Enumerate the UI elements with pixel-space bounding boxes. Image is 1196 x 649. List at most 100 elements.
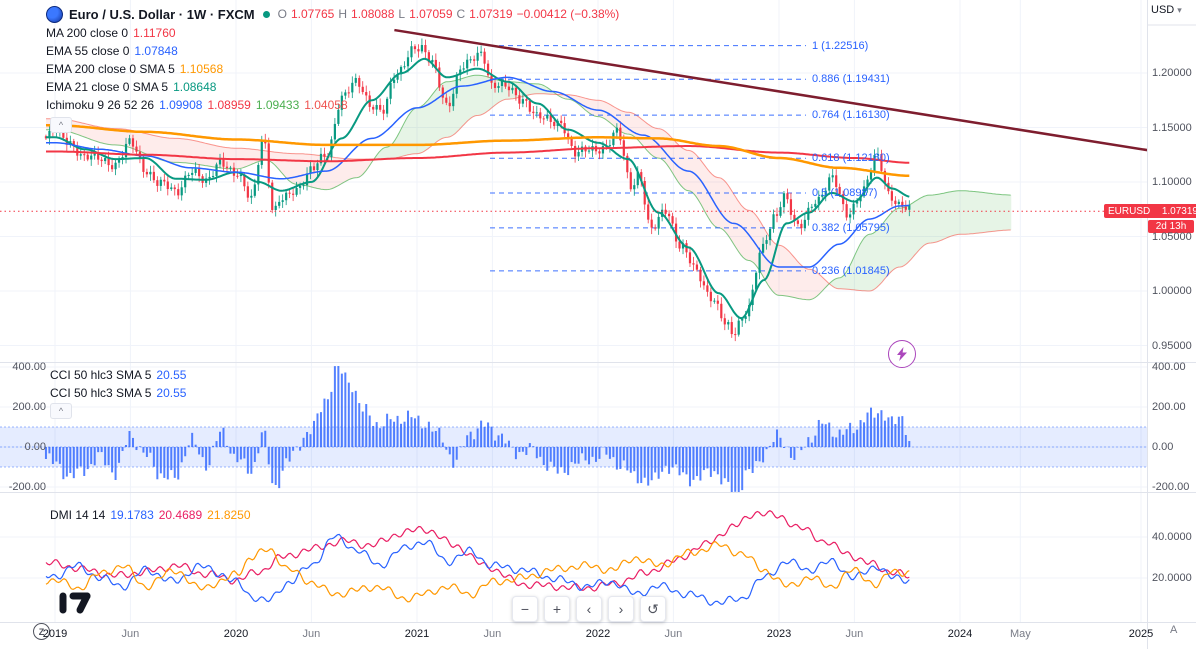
- price-axis-tick: 1.05000: [1152, 230, 1192, 243]
- legend-ema200-label: EMA 200 close 0 SMA 5: [46, 62, 175, 76]
- collapse-cci-legend-button[interactable]: ^: [50, 403, 72, 419]
- legend-cci-2-value: 20.55: [156, 386, 187, 400]
- zoom-in-button[interactable]: +: [544, 596, 570, 622]
- collapse-legend-button[interactable]: ^: [50, 117, 72, 133]
- legend-ema200-value: 1.10568: [179, 62, 224, 76]
- time-axis-tick: 2022: [585, 628, 611, 640]
- symbol-header[interactable]: Euro / U.S. Dollar · 1W · FXCM O 1.07765…: [46, 5, 619, 23]
- fib-level-label: 0.618 (1.12180): [812, 152, 890, 165]
- legend-ema21-label: EMA 21 close 0 SMA 5: [46, 80, 169, 94]
- cci-axis-tick-left: 200.00: [12, 401, 46, 413]
- symbol-icon: [46, 5, 63, 23]
- legend-cci-1-label: CCI 50 hlc3 SMA 5: [50, 368, 152, 382]
- fib-level-label: 1 (1.22516): [812, 39, 869, 52]
- scroll-left-button[interactable]: ‹: [576, 596, 602, 622]
- legend-ema200[interactable]: EMA 200 close 0 SMA 5 1.10568: [46, 61, 223, 77]
- cci-axis-tick-left: 400.00: [12, 361, 46, 373]
- zoom-out-button[interactable]: −: [512, 596, 538, 622]
- cci-axis-tick: 0.00: [1152, 441, 1174, 453]
- dmi-axis-tick: 20.0000: [1152, 572, 1192, 584]
- legend-cci-2-label: CCI 50 hlc3 SMA 5: [50, 386, 152, 400]
- timezone-button[interactable]: Z: [33, 623, 50, 640]
- legend-cci-1[interactable]: CCI 50 hlc3 SMA 5 20.55: [50, 367, 186, 383]
- legend-dmi-label: DMI 14 14: [50, 508, 106, 522]
- ohlc-values: O 1.07765 H 1.08088 L 1.07059 C 1.07319 …: [278, 7, 620, 21]
- time-axis-tick: 2025: [1128, 628, 1154, 640]
- time-axis-tick: Jun: [845, 628, 864, 640]
- chevron-down-icon: ▾: [1177, 4, 1182, 15]
- time-axis-tick: 2024: [947, 628, 973, 640]
- price-axis-tick: 1.20000: [1152, 67, 1192, 79]
- legend-ichimoku[interactable]: Ichimoku 9 26 52 26 1.09908 1.08959 1.09…: [46, 97, 348, 113]
- tradingview-logo[interactable]: [56, 589, 96, 620]
- auto-scale-button[interactable]: A: [1170, 624, 1177, 636]
- fib-level-label: 0.886 (1.19431): [812, 73, 890, 86]
- legend-ema55[interactable]: EMA 55 close 0 1.07848: [46, 43, 178, 59]
- legend-dmi[interactable]: DMI 14 14 19.1783 20.4689 21.8250: [50, 507, 251, 523]
- last-price-symbol: EURUSD: [1108, 205, 1151, 217]
- legend-ema21[interactable]: EMA 21 close 0 SMA 5 1.08648: [46, 79, 216, 95]
- legend-dmi-value-2: 20.4689: [158, 508, 203, 522]
- legend-cci-2[interactable]: CCI 50 hlc3 SMA 5 20.55: [50, 385, 186, 401]
- currency-label: USD: [1151, 4, 1175, 16]
- low-value: 1.07059: [409, 7, 453, 21]
- tradingview-logo-icon: [59, 592, 91, 614]
- cci-axis-tick: 400.00: [1152, 361, 1186, 373]
- legend-ichimoku-value-1: 1.09908: [159, 98, 203, 112]
- legend-ma200-value: 1.11760: [133, 26, 176, 40]
- legend-ma200[interactable]: MA 200 close 0 1.11760: [46, 25, 176, 41]
- price-axis-tick: 0.95000: [1152, 339, 1192, 352]
- scroll-right-button[interactable]: ›: [608, 596, 634, 622]
- open-value: 1.07765: [290, 7, 335, 21]
- legend-ma200-label: MA 200 close 0: [46, 26, 129, 40]
- low-label: L: [398, 7, 406, 21]
- time-axis-tick: May: [1009, 628, 1031, 640]
- chart-navigation: − + ‹ › ↺: [512, 596, 666, 622]
- time-axis-tick: Jun: [664, 628, 683, 640]
- auto-scale-label: A: [1170, 624, 1178, 636]
- legend-ichimoku-value-4: 1.04058: [304, 98, 348, 112]
- lightning-icon: [897, 347, 907, 361]
- last-price-badge: EURUSD 1.07319: [1104, 204, 1196, 218]
- legend-ichimoku-label: Ichimoku 9 26 52 26: [46, 98, 155, 112]
- bar-countdown-value: 2d 13h: [1155, 221, 1187, 232]
- high-value: 1.08088: [351, 7, 395, 21]
- price-axis-tick: 1.10000: [1152, 176, 1192, 188]
- currency-selector[interactable]: USD ▾: [1151, 4, 1182, 16]
- legend-dmi-value-1: 19.1783: [110, 508, 154, 522]
- cci-axis-tick-left: 0.00: [24, 441, 46, 453]
- cci-axis-tick-left: -200.00: [8, 481, 46, 493]
- reset-chart-button[interactable]: ↺: [640, 596, 666, 622]
- market-status-dot: [262, 10, 270, 18]
- dmi-axis-tick: 40.0000: [1152, 531, 1192, 543]
- cci-axis-tick: 200.00: [1152, 401, 1186, 413]
- time-axis-tick: Jun: [302, 628, 321, 640]
- bar-countdown-badge: 2d 13h: [1148, 220, 1194, 233]
- fib-level-label: 0.382 (1.05795): [812, 221, 890, 234]
- legend-cci-1-value: 20.55: [156, 368, 187, 382]
- fib-level-label: 0.764 (1.16130): [812, 109, 890, 122]
- time-axis-tick: 2019: [42, 628, 68, 640]
- symbol-title[interactable]: Euro / U.S. Dollar · 1W · FXCM: [69, 6, 255, 22]
- close-value: 1.07319: [469, 7, 513, 21]
- fib-level-label: 0.5 (1.08987): [812, 187, 878, 200]
- legend-ema55-value: 1.07848: [134, 44, 178, 58]
- legend-ema21-value: 1.08648: [173, 80, 217, 94]
- time-axis-tick: 2021: [404, 628, 430, 640]
- time-axis-tick: Jun: [121, 628, 140, 640]
- time-axis-tick: 2020: [223, 628, 249, 640]
- cci-axis-tick: -200.00: [1152, 481, 1190, 493]
- legend-ichimoku-value-3: 1.09433: [255, 98, 300, 112]
- price-axis-tick: 1.00000: [1152, 285, 1192, 297]
- close-label: C: [456, 7, 466, 21]
- high-label: H: [338, 7, 348, 21]
- fib-level-label: 0.236 (1.01845): [812, 264, 890, 277]
- change-value: −0.00412 (−0.38%): [516, 7, 620, 21]
- time-axis-tick: Jun: [483, 628, 502, 640]
- timezone-label: Z: [38, 626, 45, 637]
- legend-dmi-value-3: 21.8250: [207, 508, 251, 522]
- instant-trading-button[interactable]: [888, 340, 916, 368]
